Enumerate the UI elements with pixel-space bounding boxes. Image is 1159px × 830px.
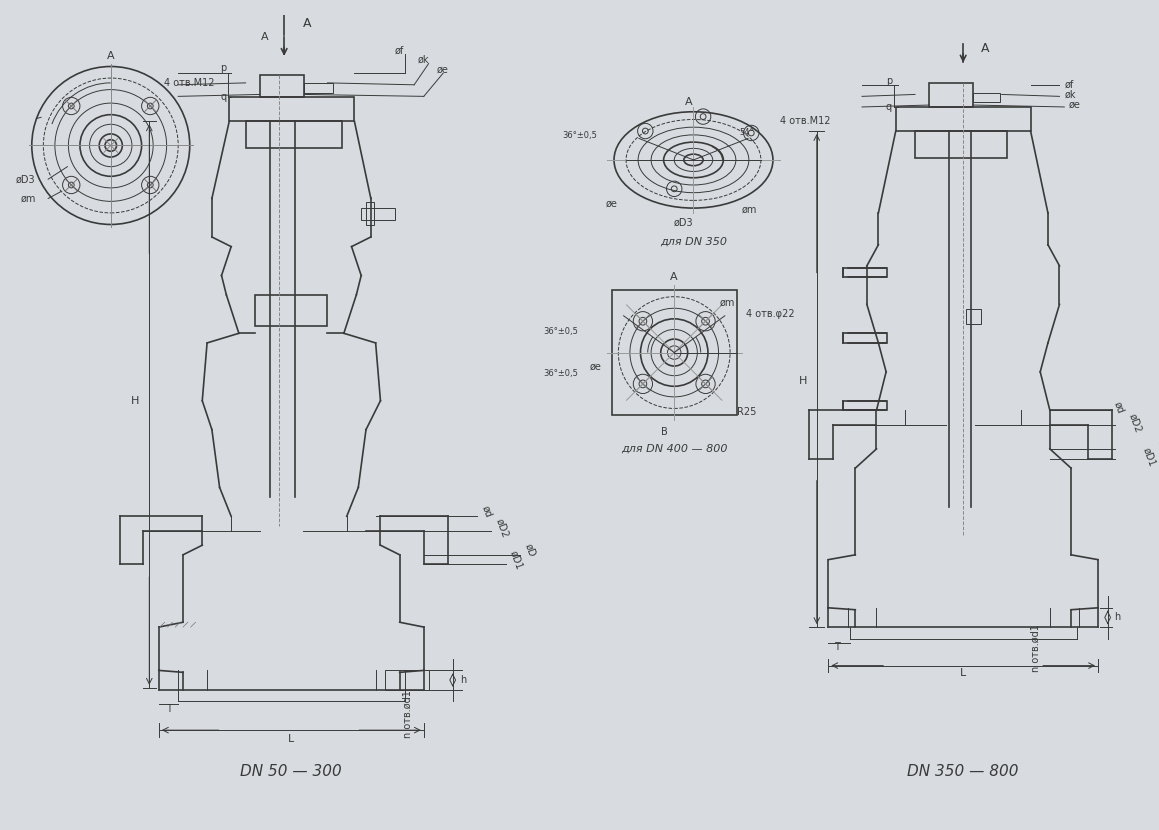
Text: B: B [662,427,668,437]
Text: 4 отв.M12: 4 отв.M12 [163,78,214,88]
Text: øe: øe [437,65,449,75]
Text: ød: ød [1113,400,1125,415]
Bar [930,83,972,107]
Text: øD3: øD3 [16,174,36,184]
Text: ød: ød [480,504,494,519]
Text: 36°±0,5: 36°±0,5 [544,369,578,378]
Text: 4 отв.M12: 4 отв.M12 [780,116,831,126]
Bar [362,208,395,220]
Bar [914,131,1007,158]
Text: øf: øf [395,46,404,56]
Text: A: A [261,32,269,42]
Bar [305,83,334,92]
Bar [843,334,887,343]
Text: 36°±0,5: 36°±0,5 [562,131,597,140]
Text: 4 отв.φ22: 4 отв.φ22 [746,309,795,319]
Text: øm: øm [742,205,757,215]
Text: DN 50 — 300: DN 50 — 300 [240,764,342,779]
Text: q: q [220,92,226,102]
Text: H: H [799,377,807,387]
Text: p: p [885,76,892,86]
Text: øk: øk [418,55,430,65]
Bar [366,203,373,226]
Text: øD1: øD1 [509,549,525,570]
Bar [843,268,887,277]
Text: 54°: 54° [739,129,755,138]
Text: R25: R25 [737,408,756,417]
Text: T: T [166,704,172,714]
Bar [246,121,342,149]
Text: h: h [460,675,467,685]
Text: øe: øe [606,198,618,208]
Text: h: h [1115,613,1121,622]
Text: q: q [885,102,892,112]
Text: n отв.ød1: n отв.ød1 [402,690,413,738]
Bar [612,290,737,415]
Text: L: L [287,734,294,744]
Text: øm: øm [20,193,36,203]
Bar [896,107,1030,131]
Text: øf: øf [1064,80,1073,90]
Text: øe: øe [1069,100,1081,110]
Text: øe: øe [590,362,602,372]
Text: A: A [981,42,989,55]
Bar [972,92,1000,102]
Bar [385,671,429,690]
Text: øD2: øD2 [494,517,510,539]
Text: A: A [685,97,692,107]
Text: øD1: øD1 [1142,446,1158,467]
Text: A: A [107,51,115,61]
Text: p: p [220,63,226,73]
Text: n отв.ød1: n отв.ød1 [1030,624,1041,672]
Text: для DN 350: для DN 350 [659,237,727,247]
Text: A: A [304,17,312,30]
Text: DN 350 — 800: DN 350 — 800 [907,764,1019,779]
Bar [967,310,981,324]
Bar [255,295,328,325]
Text: A: A [670,272,678,282]
Text: øD3: øD3 [675,217,694,227]
Bar [260,76,305,97]
Text: T: T [834,642,840,652]
Text: 36°±0,5: 36°±0,5 [544,327,578,336]
Text: øm: øm [720,297,735,307]
Text: для DN 400 — 800: для DN 400 — 800 [621,444,728,454]
Bar [843,401,887,410]
Text: øD: øD [1156,439,1159,455]
Text: H: H [131,396,140,406]
Text: øD: øD [523,542,537,558]
Text: L: L [960,668,967,678]
Text: øD2: øD2 [1127,412,1143,434]
Bar [229,97,355,121]
Text: øk: øk [1064,90,1076,100]
